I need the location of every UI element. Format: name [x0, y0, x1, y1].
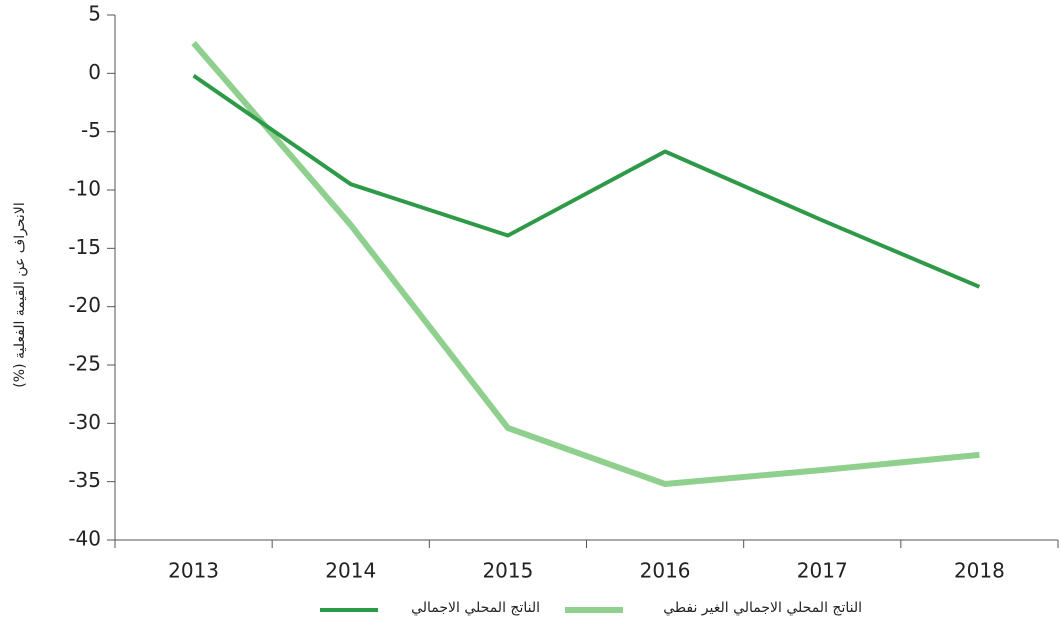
y-tick-label: -35 [68, 468, 101, 492]
x-tick-label: 2018 [954, 559, 1005, 583]
x-tick-label: 2016 [640, 559, 691, 583]
y-axis-label: الانحراف عن القيمة الفعلية (%) [12, 202, 28, 387]
y-tick-label: -20 [68, 293, 101, 317]
y-tick-label: 5 [88, 2, 101, 26]
series-line [192, 74, 981, 289]
y-tick-label: -5 [81, 118, 101, 142]
y-tick-label: -30 [68, 410, 101, 434]
legend-label: الناتج المحلي الاجمالي الغير نفطي [663, 600, 862, 616]
y-tick-label: -40 [68, 527, 101, 551]
y-tick-label: -25 [68, 352, 101, 376]
x-tick-label: 2017 [797, 559, 848, 583]
x-tick-label: 2013 [168, 559, 219, 583]
x-tick-label: 2014 [325, 559, 376, 583]
x-tick-label: 2015 [482, 559, 533, 583]
y-tick-label: -10 [68, 177, 101, 201]
legend-label: الناتج المحلي الاجمالي [411, 600, 540, 616]
series-line [191, 41, 980, 487]
y-tick-label: -15 [68, 235, 101, 259]
y-tick-label: 0 [88, 60, 101, 84]
